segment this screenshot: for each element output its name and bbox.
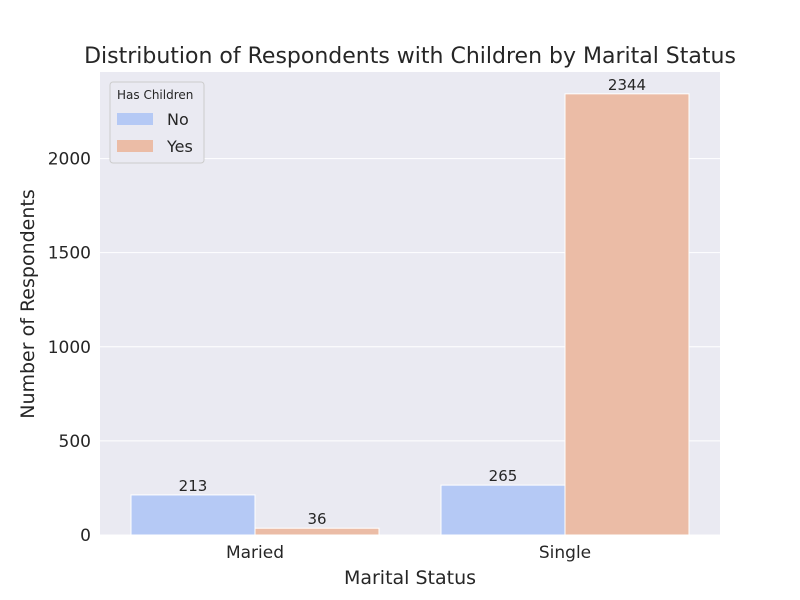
x-tick-label: Maried <box>226 543 284 563</box>
x-axis-label: Marital Status <box>344 567 476 589</box>
y-tick-label: 1000 <box>48 338 91 358</box>
legend-swatch-no <box>117 113 153 125</box>
bar-value-label: 265 <box>489 467 518 485</box>
bars <box>130 93 690 536</box>
bar-maried-yes <box>254 527 380 536</box>
legend-title: Has Children <box>117 88 193 102</box>
x-tick-label: Single <box>539 543 591 563</box>
y-tick-label: 0 <box>80 526 91 546</box>
legend: Has Children No Yes <box>109 81 205 164</box>
bar-single-yes <box>564 93 690 536</box>
legend-swatch-yes <box>117 140 153 152</box>
bar-value-label: 2344 <box>608 76 646 94</box>
bar-labels: 213 36 265 2344 <box>179 76 646 528</box>
y-tick-label: 2000 <box>48 150 91 170</box>
x-tick-labels: Maried Single <box>226 543 591 563</box>
bar-single-no <box>440 484 566 536</box>
chart-title: Distribution of Respondents with Childre… <box>84 44 736 69</box>
legend-label-no: No <box>167 110 189 129</box>
bar-maried-no <box>130 494 256 536</box>
y-tick-labels: 0 500 1000 1500 2000 <box>48 150 91 546</box>
y-tick-label: 500 <box>59 432 91 452</box>
y-tick-label: 1500 <box>48 244 91 264</box>
legend-label-yes: Yes <box>166 137 193 156</box>
y-axis-label: Number of Respondents <box>17 189 39 419</box>
bar-value-label: 36 <box>307 510 326 528</box>
bar-value-label: 213 <box>179 477 208 495</box>
